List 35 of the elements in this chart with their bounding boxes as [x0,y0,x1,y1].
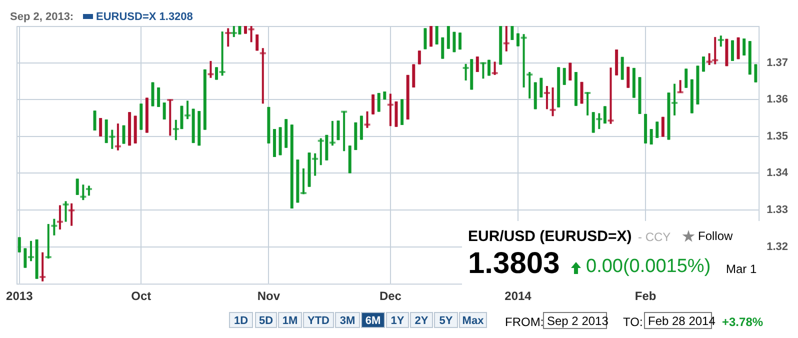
y-tick-label: 1.35 [766,130,788,142]
y-tick-label: 1.33 [766,204,788,216]
x-tick-label: 2013 [6,289,34,304]
y-tick-label: 1.37 [766,56,788,69]
x-tick-label: 2014 [504,289,532,304]
x-tick-label: Nov [257,289,280,304]
text: 1D [229,312,253,328]
text: 5Y [434,312,458,328]
y-tick-label: 1.36 [766,94,788,106]
text: TO: [623,315,643,329]
text: 5D [255,312,277,328]
text: Max [459,312,487,328]
annotation: 1.3803 [468,247,560,280]
annotation: Mar 1 [726,262,757,276]
text: Sep 2 2013 [543,312,608,329]
annotation: EUR/USD (EURUSD=X) [468,228,632,245]
annotation: 0.00(0.0015%) [586,256,711,277]
y-tick-label: 1.32 [766,240,788,253]
text: 3M [335,312,360,328]
text: Sep 2, 2013: [10,11,74,23]
text: 1Y [386,312,409,328]
text: Feb 28 2014 [647,313,716,329]
text: 1M [278,312,302,328]
x-tick-label: Feb [634,289,656,304]
text: 2Y [410,312,433,328]
text: 6M [361,312,385,328]
text: YTD [303,312,334,328]
text: EURUSD=X 1.3208 [96,11,193,23]
annotation: - CCY [638,230,671,244]
annotation: Follow [698,229,733,243]
x-tick-label: Oct [131,289,152,304]
y-tick-label: 1.34 [766,167,789,180]
x-tick-label: Dec [379,289,402,304]
text: +3.78% [722,315,764,329]
text: FROM: [505,315,544,329]
